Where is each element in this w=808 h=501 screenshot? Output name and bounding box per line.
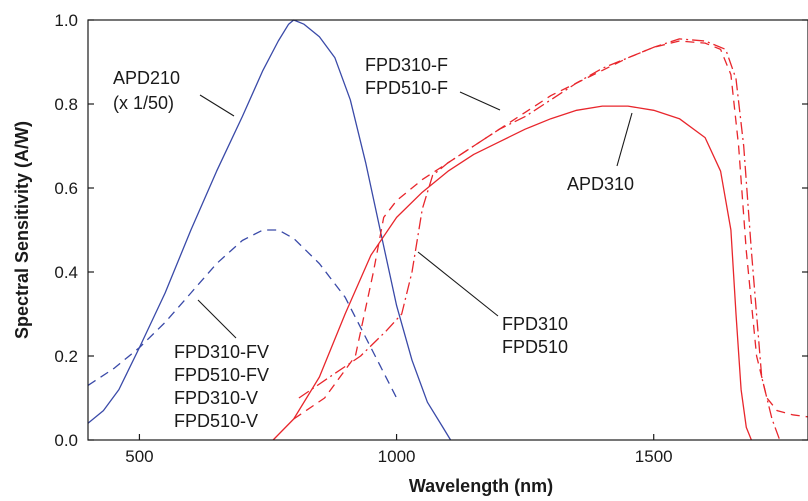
- annotation-apd210-line2: (x 1/50): [113, 93, 174, 113]
- y-tick-label: 0.8: [54, 95, 78, 114]
- annotation-fpd310-line2: FPD510: [502, 337, 568, 357]
- annotation-fpd310-fv-line1: FPD310-FV: [174, 342, 269, 362]
- plot-frame: [87, 19, 808, 441]
- annotation-fpd310-f-line2: FPD510-F: [365, 78, 448, 98]
- annotation-fpd310-fv: FPD310-FV FPD510-FV FPD310-V FPD510-V: [174, 299, 269, 431]
- annotation-fpd310-line1: FPD310: [502, 314, 568, 334]
- x-tick-label: 1000: [378, 447, 416, 466]
- annotation-apd210: APD210 (x 1/50): [113, 68, 235, 117]
- series-line-4: [298, 38, 781, 441]
- annotation-fpd310-fv-line2: FPD510-FV: [174, 365, 269, 385]
- ticks-layer: 500 1000 1500 0.0 0.2 0.4 0.6 0.8 1.0: [54, 11, 808, 466]
- x-tick-label: 1500: [635, 447, 673, 466]
- annotation-fpd310-f-leader: [459, 91, 501, 111]
- y-tick-label: 0.6: [54, 179, 78, 198]
- annotation-fpd310-fv-leader: [197, 299, 237, 339]
- y-axis-title: Spectral Sensitivity (A/W): [12, 121, 32, 339]
- annotation-apd310-leader: [616, 112, 633, 167]
- annotation-apd210-line1: APD210: [113, 68, 180, 88]
- annotation-apd210-leader: [199, 94, 235, 117]
- annotation-apd310: APD310: [567, 112, 634, 194]
- annotation-fpd310-fv-line3: FPD310-V: [174, 388, 258, 408]
- annotation-fpd310-f: FPD310-F FPD510-F: [365, 55, 501, 111]
- series-line-5: [272, 105, 753, 441]
- y-tick-label: 0.4: [54, 263, 78, 282]
- annotation-fpd310-leader: [417, 251, 499, 317]
- x-axis-title: Wavelength (nm): [409, 476, 553, 496]
- y-tick-label: 0.2: [54, 347, 78, 366]
- y-tick-label: 1.0: [54, 11, 78, 30]
- annotation-fpd310: FPD310 FPD510: [417, 251, 568, 357]
- annotation-fpd310-f-line1: FPD310-F: [365, 55, 448, 75]
- x-tick-label: 500: [125, 447, 153, 466]
- annotation-apd310-line1: APD310: [567, 174, 634, 194]
- y-tick-label: 0.0: [54, 431, 78, 450]
- annotation-fpd310-fv-line4: FPD510-V: [174, 411, 258, 431]
- series-line-3: [293, 40, 808, 420]
